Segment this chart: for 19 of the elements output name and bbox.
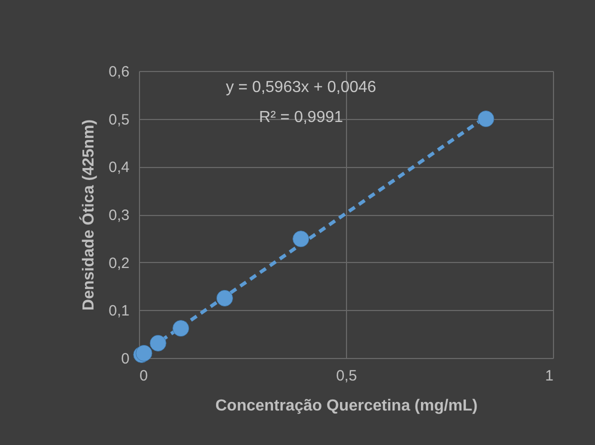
point (292, 230, 310, 248)
point (478, 110, 494, 128)
x-tick-label: 0 (140, 368, 148, 384)
y-tick-label: 0,4 (108, 159, 130, 176)
x-tick-label: 0,5 (336, 368, 357, 384)
y-tick-label: 0,6 (108, 64, 130, 80)
point (172, 320, 190, 337)
y-tick-label: 0,2 (108, 254, 130, 272)
x-tick-label: 1 (545, 368, 554, 384)
annotation: y = 0,5963x + 0,0046 (226, 79, 376, 96)
y-tick-label: 0,1 (108, 302, 130, 320)
y-axis-title: Densidade Ótica (425nm) (78, 119, 98, 311)
point (150, 334, 166, 352)
point (216, 290, 234, 307)
y-tick-label: 0 (121, 350, 130, 368)
y-tick-label: 0,3 (108, 207, 130, 224)
annotation: R² = 0,9991 (258, 109, 344, 126)
y-tick-label: 0,5 (108, 111, 130, 128)
x-axis-title: Concentração Quercetina (mg/mL) (215, 398, 478, 414)
